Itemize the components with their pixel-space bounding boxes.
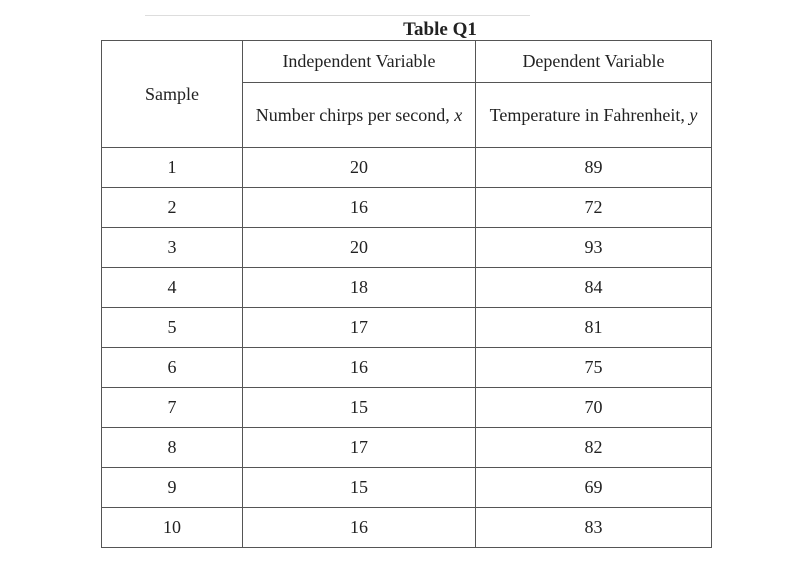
table-cell: 16 (242, 347, 476, 388)
table-cell: 17 (242, 307, 476, 348)
header-cell: Number chirps per second, x (242, 82, 476, 148)
table-cell: 1 (101, 147, 243, 188)
table-cell: 10 (101, 507, 243, 548)
table-cell: 15 (242, 387, 476, 428)
table-cell: 7 (101, 387, 243, 428)
table-row: 5 17 81 (101, 307, 712, 348)
table-cell: 83 (475, 507, 712, 548)
table-row: 9 15 69 (101, 467, 712, 508)
header-text: Number chirps per second, (255, 105, 450, 125)
header-cell: Independent Variable (242, 40, 476, 83)
table-cell: 84 (475, 267, 712, 308)
table-cell: 93 (475, 227, 712, 268)
table-cell: 75 (475, 347, 712, 388)
table-row: 7 15 70 (101, 387, 712, 428)
table-cell: 72 (475, 187, 712, 228)
table-cell: 20 (242, 227, 476, 268)
data-table: Sample Independent Variable Dependent Va… (101, 40, 712, 548)
table-title: Table Q1 (403, 19, 477, 40)
table-cell: 8 (101, 427, 243, 468)
table-body: 1 20 89 2 16 72 3 20 93 4 18 84 5 17 81 6 16 75 7 15 70 8 17 82… (101, 147, 712, 548)
table-cell: 15 (242, 467, 476, 508)
table-cell: 6 (101, 347, 243, 388)
table-cell: 16 (242, 507, 476, 548)
header-row: Sample Independent Variable Dependent Va… (101, 40, 712, 148)
table-cell: 3 (101, 227, 243, 268)
table-row: 6 16 75 (101, 347, 712, 388)
header-cell: Temperature in Fahrenheit, y (475, 82, 712, 148)
table-head: Sample Independent Variable Dependent Va… (101, 40, 712, 148)
table-cell: 20 (242, 147, 476, 188)
table-cell: 16 (242, 187, 476, 228)
header-cell: Dependent Variable (475, 40, 712, 83)
table-cell: 9 (101, 467, 243, 508)
variable: y (689, 105, 698, 125)
table-row: 10 16 83 (101, 507, 712, 548)
variable: x (454, 105, 463, 125)
table-cell: 70 (475, 387, 712, 428)
table-cell: 18 (242, 267, 476, 308)
table-row: 2 16 72 (101, 187, 712, 228)
table-row: 1 20 89 (101, 147, 712, 188)
top-rule (145, 15, 530, 16)
table-cell: 4 (101, 267, 243, 308)
header-row: Number chirps per second, x Temperature … (102, 82, 712, 148)
header-text: Temperature in Fahrenheit, (489, 105, 685, 125)
table-cell: 5 (101, 307, 243, 348)
table-cell: 69 (475, 467, 712, 508)
table-cell: 82 (475, 427, 712, 468)
table-row: 4 18 84 (101, 267, 712, 308)
table-row: 8 17 82 (101, 427, 712, 468)
table-cell: 81 (475, 307, 712, 348)
table-cell: 89 (475, 147, 712, 188)
table-cell: 17 (242, 427, 476, 468)
header-cell: Sample (101, 40, 243, 148)
table-row: 3 20 93 (101, 227, 712, 268)
table-cell: 2 (101, 187, 243, 228)
